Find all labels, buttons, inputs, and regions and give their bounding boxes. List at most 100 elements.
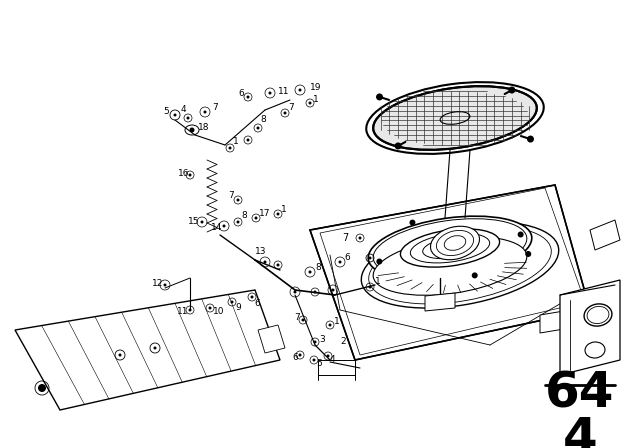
Text: 11: 11 [278, 86, 289, 95]
Text: 8: 8 [315, 263, 321, 272]
Ellipse shape [185, 125, 199, 135]
Circle shape [230, 301, 234, 303]
Circle shape [284, 112, 287, 115]
Text: 16: 16 [178, 168, 189, 177]
Text: 8: 8 [260, 116, 266, 125]
Circle shape [264, 260, 266, 263]
Circle shape [189, 309, 191, 311]
Circle shape [163, 284, 166, 287]
Ellipse shape [584, 304, 612, 326]
Polygon shape [560, 280, 620, 375]
Text: 1: 1 [233, 138, 239, 146]
Text: 4: 4 [330, 356, 335, 365]
Ellipse shape [585, 342, 605, 358]
Text: 13: 13 [255, 247, 266, 257]
Circle shape [376, 258, 382, 264]
Text: 1: 1 [281, 204, 287, 214]
Circle shape [358, 237, 362, 240]
Text: 6: 6 [254, 298, 260, 307]
Circle shape [246, 95, 250, 99]
Text: 19: 19 [310, 83, 321, 92]
Polygon shape [318, 360, 355, 375]
Ellipse shape [368, 216, 532, 280]
Polygon shape [310, 185, 590, 360]
Text: 11: 11 [177, 307, 189, 316]
Circle shape [294, 290, 296, 293]
Circle shape [189, 173, 191, 177]
Text: 7: 7 [212, 103, 218, 112]
Circle shape [314, 340, 317, 344]
Circle shape [326, 354, 330, 358]
Text: 1: 1 [334, 318, 340, 327]
Circle shape [200, 220, 204, 224]
Circle shape [204, 111, 207, 113]
Circle shape [186, 116, 189, 120]
Circle shape [228, 146, 232, 150]
Ellipse shape [373, 237, 527, 295]
Circle shape [308, 102, 312, 104]
Circle shape [189, 128, 195, 133]
Text: 7: 7 [342, 233, 348, 243]
Circle shape [369, 257, 371, 259]
Circle shape [527, 136, 534, 142]
Circle shape [298, 89, 301, 91]
Circle shape [369, 285, 371, 289]
Circle shape [237, 220, 239, 224]
Polygon shape [15, 290, 280, 410]
Text: 4: 4 [563, 415, 597, 448]
Circle shape [223, 224, 225, 228]
Text: 6: 6 [344, 254, 349, 263]
Text: 3: 3 [319, 335, 324, 344]
Text: 1: 1 [375, 277, 381, 287]
Text: 12: 12 [152, 279, 163, 288]
Polygon shape [540, 310, 570, 333]
Circle shape [257, 126, 259, 129]
Text: 64: 64 [545, 370, 615, 418]
Text: 15: 15 [188, 217, 200, 227]
Circle shape [410, 220, 415, 226]
Text: 2: 2 [340, 337, 346, 346]
Text: 14: 14 [211, 224, 222, 233]
Text: 6: 6 [238, 90, 244, 99]
Circle shape [276, 263, 280, 267]
Circle shape [376, 94, 383, 100]
Circle shape [328, 323, 332, 327]
Circle shape [276, 212, 280, 215]
Polygon shape [258, 325, 285, 353]
Ellipse shape [366, 82, 544, 154]
Circle shape [255, 216, 257, 220]
Text: 5: 5 [163, 108, 169, 116]
Circle shape [237, 198, 239, 202]
Circle shape [250, 296, 253, 298]
Text: 7: 7 [228, 191, 234, 201]
Circle shape [209, 306, 211, 310]
Ellipse shape [373, 86, 537, 150]
Text: 8: 8 [241, 211, 247, 220]
Polygon shape [425, 293, 455, 311]
Circle shape [269, 91, 271, 95]
Circle shape [298, 353, 301, 357]
Ellipse shape [401, 229, 500, 267]
Ellipse shape [431, 226, 479, 260]
Text: 4: 4 [181, 105, 187, 115]
Circle shape [508, 86, 515, 94]
Text: 6: 6 [292, 353, 298, 362]
Ellipse shape [361, 222, 559, 308]
Text: 17: 17 [259, 208, 271, 217]
Circle shape [339, 260, 342, 263]
Text: 5: 5 [316, 358, 322, 367]
Text: 9: 9 [235, 302, 241, 311]
Circle shape [314, 290, 317, 293]
Circle shape [312, 358, 316, 362]
Polygon shape [590, 220, 620, 250]
Circle shape [246, 138, 250, 142]
Circle shape [525, 251, 531, 257]
Circle shape [118, 353, 122, 357]
Text: 7: 7 [294, 314, 300, 323]
Circle shape [301, 319, 305, 322]
Circle shape [38, 384, 46, 392]
Circle shape [518, 232, 524, 237]
Circle shape [332, 289, 335, 292]
Text: 18: 18 [198, 124, 209, 133]
Circle shape [154, 346, 157, 349]
